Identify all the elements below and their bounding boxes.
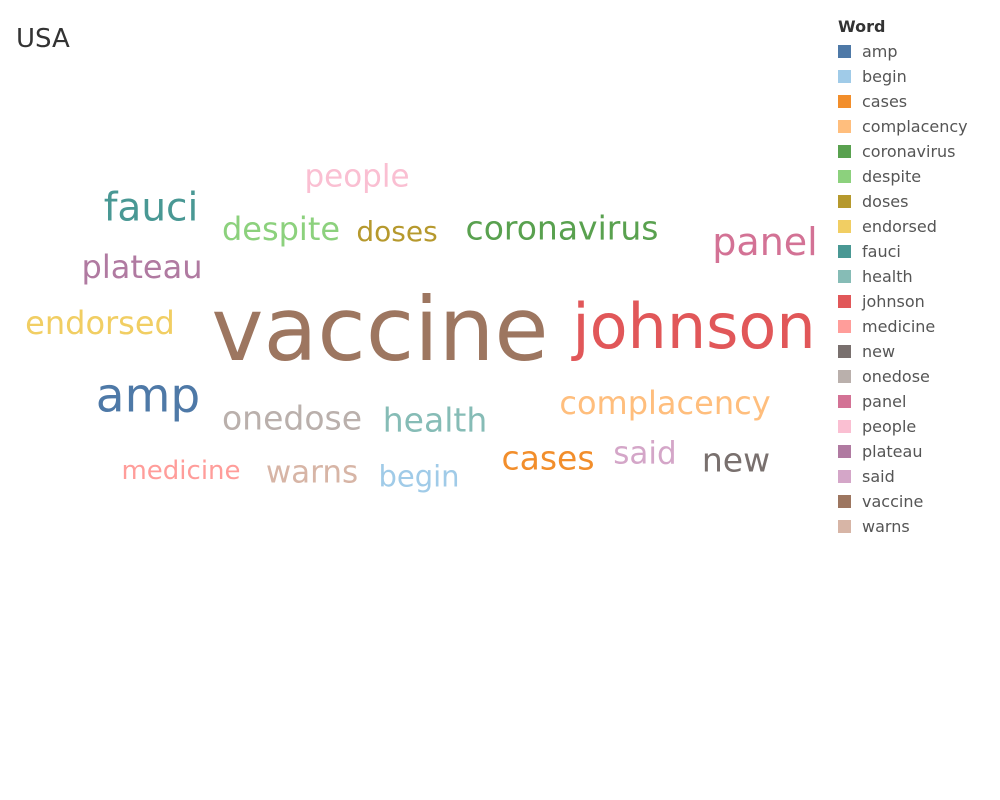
legend-swatch bbox=[838, 195, 851, 208]
word-endorsed: endorsed bbox=[25, 304, 175, 342]
word-cloud: amp begin cases complacency coronavirus despi… bbox=[25, 158, 818, 494]
legend-label: onedose bbox=[862, 367, 930, 386]
legend-swatch bbox=[838, 145, 851, 158]
legend-items: amp begin cases complacency coronavirus despi… bbox=[838, 39, 968, 539]
legend-item-amp[interactable]: amp bbox=[838, 39, 968, 64]
legend-item-health[interactable]: health bbox=[838, 264, 968, 289]
word-people: people bbox=[304, 158, 410, 195]
word-coronavirus: coronavirus bbox=[465, 208, 659, 248]
legend-label: panel bbox=[862, 392, 907, 411]
legend-item-doses[interactable]: doses bbox=[838, 189, 968, 214]
legend-label: endorsed bbox=[862, 217, 937, 236]
word-vaccine: vaccine bbox=[211, 278, 549, 381]
legend-item-vaccine[interactable]: vaccine bbox=[838, 489, 968, 514]
word-plateau: plateau bbox=[81, 248, 203, 286]
word-medicine: medicine bbox=[121, 456, 241, 486]
legend-label: doses bbox=[862, 192, 909, 211]
chart-title: USA bbox=[16, 24, 70, 54]
legend-swatch bbox=[838, 495, 851, 508]
legend-item-fauci[interactable]: fauci bbox=[838, 239, 968, 264]
legend-swatch bbox=[838, 220, 851, 233]
legend-item-despite[interactable]: despite bbox=[838, 164, 968, 189]
word-warns: warns bbox=[265, 454, 359, 491]
legend-item-begin[interactable]: begin bbox=[838, 64, 968, 89]
legend-label: said bbox=[862, 467, 895, 486]
legend-swatch bbox=[838, 295, 851, 308]
legend-item-medicine[interactable]: medicine bbox=[838, 314, 968, 339]
word-health: health bbox=[382, 400, 488, 440]
legend-label: plateau bbox=[862, 442, 923, 461]
legend-item-warns[interactable]: warns bbox=[838, 514, 968, 539]
legend-title: Word bbox=[838, 17, 886, 36]
word-johnson: johnson bbox=[572, 290, 816, 363]
legend-label: johnson bbox=[862, 292, 925, 311]
legend-swatch bbox=[838, 320, 851, 333]
legend-item-endorsed[interactable]: endorsed bbox=[838, 214, 968, 239]
legend-item-plateau[interactable]: plateau bbox=[838, 439, 968, 464]
word-fauci: fauci bbox=[103, 185, 199, 231]
legend-item-johnson[interactable]: johnson bbox=[838, 289, 968, 314]
legend-swatch bbox=[838, 445, 851, 458]
legend-item-cases[interactable]: cases bbox=[838, 89, 968, 114]
word-said: said bbox=[613, 435, 677, 472]
legend-item-new[interactable]: new bbox=[838, 339, 968, 364]
legend-label: amp bbox=[862, 42, 898, 61]
legend-item-panel[interactable]: panel bbox=[838, 389, 968, 414]
legend-item-onedose[interactable]: onedose bbox=[838, 364, 968, 389]
legend-swatch bbox=[838, 270, 851, 283]
legend-swatch bbox=[838, 520, 851, 533]
legend-swatch bbox=[838, 245, 851, 258]
legend-label: despite bbox=[862, 167, 922, 186]
legend-label: vaccine bbox=[862, 492, 924, 511]
legend-label: warns bbox=[862, 517, 910, 536]
word-amp: amp bbox=[95, 368, 201, 424]
legend-swatch bbox=[838, 45, 851, 58]
legend-label: cases bbox=[862, 92, 908, 111]
legend-item-said[interactable]: said bbox=[838, 464, 968, 489]
word-complacency: complacency bbox=[559, 384, 771, 422]
legend-swatch bbox=[838, 70, 851, 83]
word-cases: cases bbox=[501, 438, 595, 478]
legend-label: complacency bbox=[862, 117, 968, 136]
legend-label: people bbox=[862, 417, 917, 436]
word-panel: panel bbox=[712, 220, 818, 264]
word-doses: doses bbox=[356, 215, 438, 248]
legend-label: medicine bbox=[862, 317, 936, 336]
legend-swatch bbox=[838, 395, 851, 408]
legend-swatch bbox=[838, 370, 851, 383]
legend-label: coronavirus bbox=[862, 142, 956, 161]
word-despite: despite bbox=[221, 210, 341, 248]
legend-label: fauci bbox=[862, 242, 901, 261]
legend-label: health bbox=[862, 267, 913, 286]
word-begin: begin bbox=[378, 459, 460, 494]
legend-swatch bbox=[838, 470, 851, 483]
legend-swatch bbox=[838, 95, 851, 108]
legend-label: begin bbox=[862, 67, 907, 86]
legend: Word amp begin cases complacency coronavirus… bbox=[838, 17, 968, 539]
legend-swatch bbox=[838, 420, 851, 433]
legend-label: new bbox=[862, 342, 896, 361]
legend-item-complacency[interactable]: complacency bbox=[838, 114, 968, 139]
legend-swatch bbox=[838, 170, 851, 183]
legend-swatch bbox=[838, 345, 851, 358]
word-new: new bbox=[701, 440, 771, 480]
legend-item-people[interactable]: people bbox=[838, 414, 968, 439]
legend-swatch bbox=[838, 120, 851, 133]
legend-item-coronavirus[interactable]: coronavirus bbox=[838, 139, 968, 164]
word-onedose: onedose bbox=[221, 398, 363, 438]
